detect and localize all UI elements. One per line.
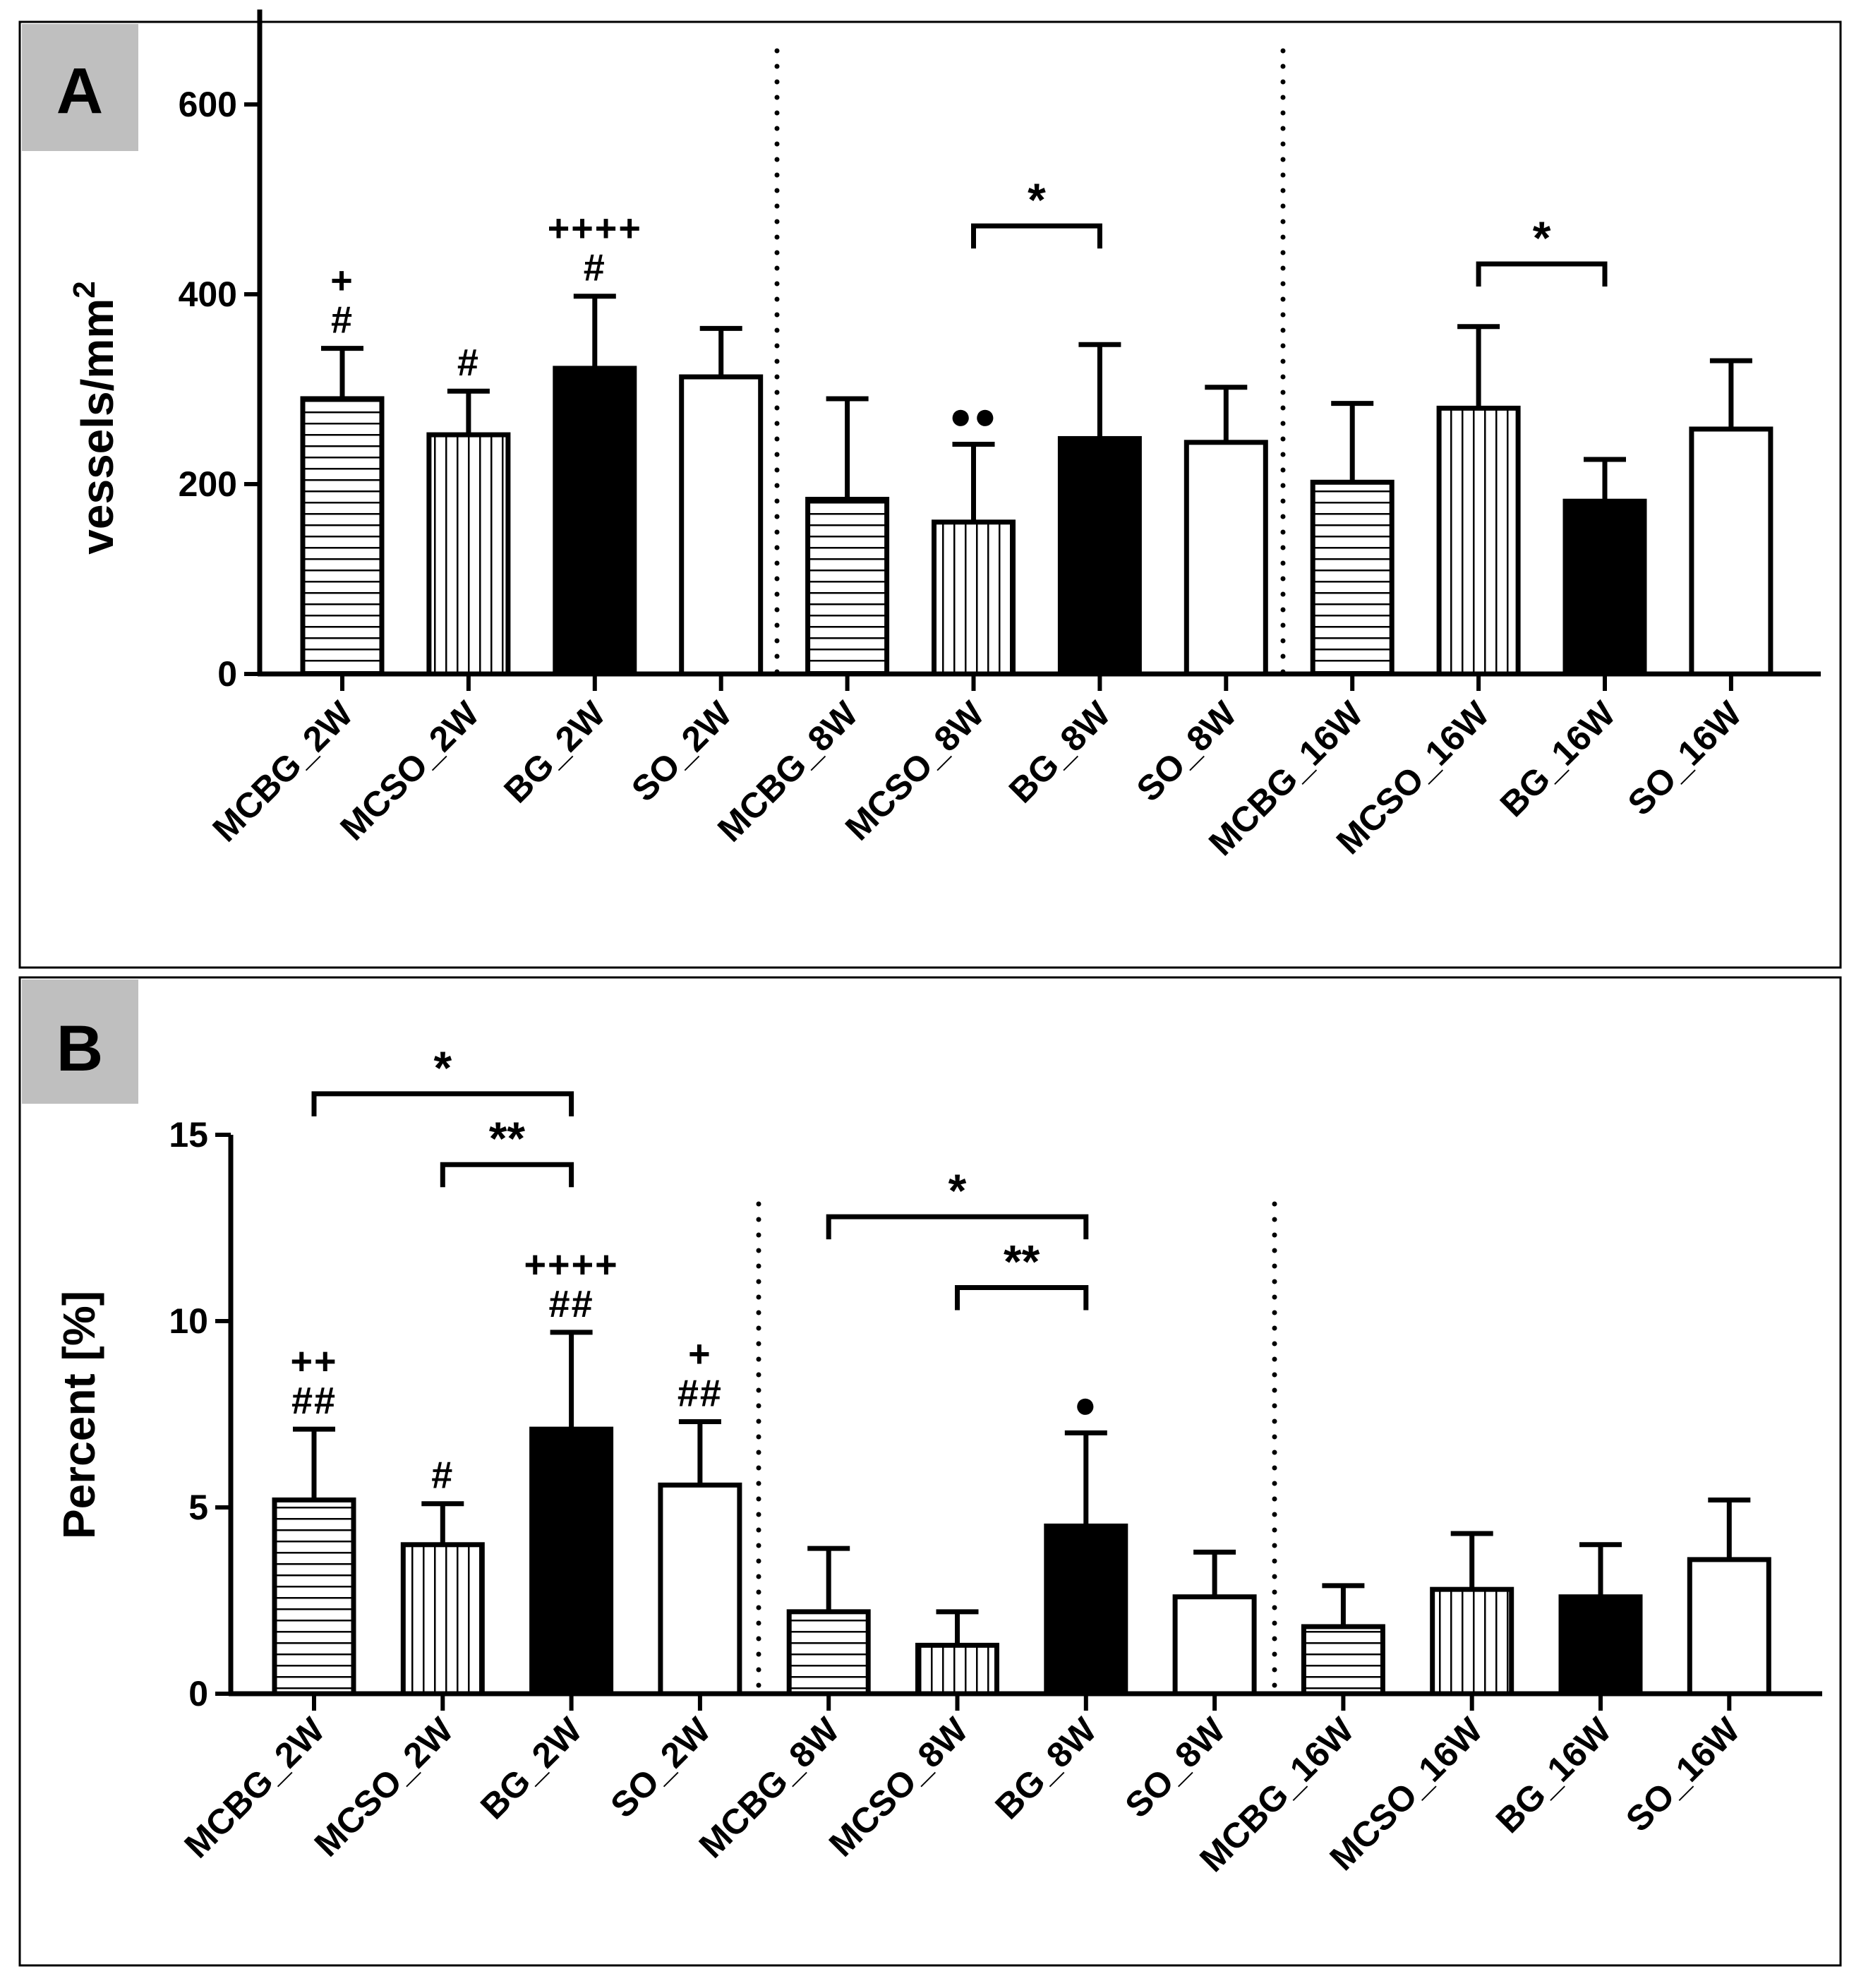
bar-mcso-8w (915, 1642, 999, 1697)
y-tick-label: 0 (217, 654, 237, 694)
bar-mcbg-8w (805, 497, 890, 677)
comparison-bracket (1476, 261, 1608, 287)
comparison-bracket (311, 1091, 574, 1116)
panel-b-letter: B (56, 1013, 103, 1085)
bar-mcso-2w (400, 1542, 485, 1697)
bar-so-16w (1689, 426, 1773, 677)
y-axis-title: Percent [%] (54, 1291, 104, 1539)
panel-b-letter-box (22, 980, 138, 1104)
panel-a-letter-box (22, 24, 138, 151)
significance-annotation: ++ (290, 1340, 337, 1382)
comparison-bracket (971, 223, 1102, 249)
comparison-bracket-label: * (1533, 212, 1551, 264)
panel-a-frame (18, 20, 1842, 969)
significance-annotation: ## (549, 1283, 594, 1325)
y-tick-label: 15 (169, 1115, 208, 1155)
bar-so-8w (1172, 1594, 1257, 1697)
y-axis-title-main: vessels/mm (72, 299, 123, 555)
significance-annotation: # (584, 247, 606, 289)
bar-mcso-8w (932, 519, 1016, 677)
significance-annotation: # (457, 342, 480, 384)
y-axis-title-main: Percent [%] (54, 1291, 104, 1539)
significance-annotation: # (331, 299, 354, 342)
bar-bg-2w (529, 1426, 614, 1697)
comparison-bracket-label: * (433, 1042, 452, 1094)
comparison-bracket-label: ** (489, 1112, 526, 1164)
significance-annotation: ● (1073, 1383, 1098, 1426)
bar-mcbg-2w (272, 1497, 356, 1697)
y-tick-label: 400 (179, 275, 237, 314)
bar-mcbg-8w (786, 1609, 871, 1697)
y-tick-label: 200 (179, 464, 237, 504)
significance-annotation: + (688, 1333, 712, 1375)
bar-bg-16w (1562, 498, 1647, 677)
significance-annotation: ## (677, 1373, 723, 1415)
bar-mcso-16w (1430, 1586, 1514, 1697)
y-tick-label: 0 (188, 1674, 208, 1713)
bar-bg-16w (1558, 1594, 1643, 1697)
panel-a-letter: A (56, 55, 103, 127)
significance-annotation: ## (291, 1380, 337, 1422)
significance-annotation: # (431, 1454, 454, 1497)
y-tick-label: 10 (169, 1301, 208, 1341)
bar-bg-8w (1044, 1523, 1128, 1697)
bar-mcso-2w (426, 432, 511, 677)
bar-mcbg-16w (1301, 1624, 1385, 1697)
bar-bg-2w (553, 366, 637, 677)
bar-so-2w (679, 374, 764, 677)
bar-so-2w (658, 1482, 742, 1697)
significance-annotation: ++++ (548, 207, 642, 250)
bar-so-8w (1184, 440, 1268, 677)
significance-annotation: ++++ (524, 1243, 619, 1286)
comparison-bracket (440, 1162, 574, 1188)
comparison-bracket-label: * (948, 1164, 967, 1217)
comparison-bracket-label: * (1028, 174, 1046, 226)
comparison-bracket (955, 1284, 1089, 1311)
bar-mcbg-2w (300, 396, 385, 677)
significance-annotation: + (330, 260, 354, 302)
y-axis-title: vessels/mm2 (67, 281, 123, 554)
y-axis-title-superscript: 2 (67, 281, 102, 298)
bar-mcbg-16w (1310, 479, 1395, 677)
bar-bg-8w (1057, 435, 1142, 677)
y-tick-label: 5 (188, 1488, 208, 1527)
significance-annotation: ●● (949, 395, 998, 438)
bar-mcso-16w (1436, 405, 1521, 677)
comparison-bracket (826, 1214, 1089, 1240)
panel-b-frame (18, 976, 1842, 1967)
comparison-bracket-label: ** (1004, 1235, 1040, 1287)
y-tick-label: 600 (179, 85, 237, 124)
bar-so-16w (1687, 1557, 1771, 1697)
